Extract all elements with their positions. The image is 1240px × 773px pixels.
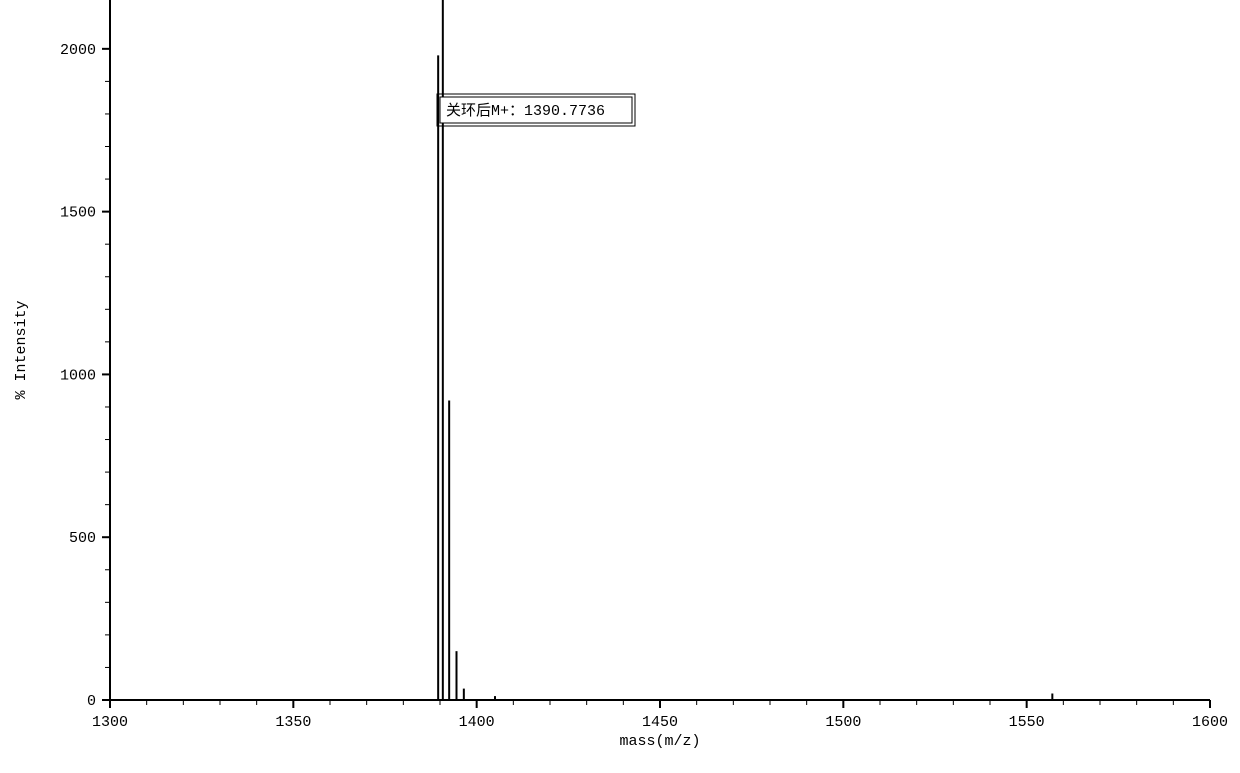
- x-tick-label: 1600: [1192, 714, 1228, 731]
- x-tick-label: 1400: [459, 714, 495, 731]
- annotation-text: 关环后M+：1390.7736: [446, 102, 605, 120]
- chart-svg: 1300 1350 1400 1450 1500 1550 1600 mass(m/z) 0 50…: [0, 0, 1240, 773]
- y-tick-label: 2000: [60, 42, 96, 59]
- mass-spectrum-chart: 1300 1350 1400 1450 1500 1550 1600 mass(m/z) 0 50…: [0, 0, 1240, 773]
- x-tick-label: 1300: [92, 714, 128, 731]
- x-tick-label: 1350: [275, 714, 311, 731]
- y-tick-label: 500: [69, 530, 96, 547]
- x-tick-label: 1550: [1009, 714, 1045, 731]
- y-tick-label: 1500: [60, 205, 96, 222]
- x-tick-label: 1450: [642, 714, 678, 731]
- y-axis-label: % Intensity: [13, 300, 30, 399]
- y-tick-label: 1000: [60, 367, 96, 384]
- y-tick-label: 0: [87, 693, 96, 710]
- x-tick-label: 1500: [825, 714, 861, 731]
- x-axis-label: mass(m/z): [619, 733, 700, 750]
